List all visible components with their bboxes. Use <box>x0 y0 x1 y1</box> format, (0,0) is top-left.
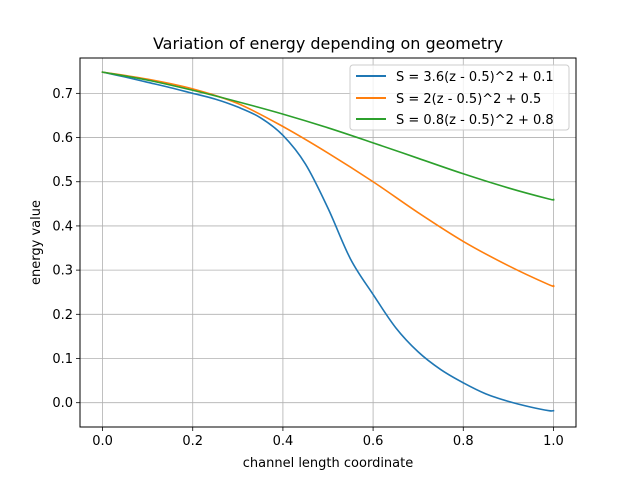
y-tick-label: 0.3 <box>52 264 73 279</box>
y-tick-label: 0.1 <box>52 352 73 367</box>
legend-label-series-1: S = 3.6(z - 0.5)^2 + 0.1 <box>396 70 554 85</box>
x-tick-label: 0.8 <box>453 434 474 449</box>
legend-box <box>349 64 570 131</box>
x-tick-label: 0.2 <box>182 434 203 449</box>
x-tick-label: 0.6 <box>363 434 384 449</box>
y-tick-label: 0.2 <box>52 308 73 323</box>
grid <box>80 58 576 427</box>
legend-label-series-2: S = 2(z - 0.5)^2 + 0.5 <box>396 92 541 107</box>
series-lines <box>101 71 555 412</box>
y-tick-label: 0.7 <box>52 87 73 102</box>
series-line-1 <box>101 71 555 412</box>
y-tick-label: 0.6 <box>52 131 73 146</box>
y-axis-label: energy value <box>29 200 44 285</box>
x-tick-label: 1.0 <box>543 434 564 449</box>
series-line-2 <box>101 71 555 288</box>
legend: S = 3.6(z - 0.5)^2 + 0.1 S = 2(z - 0.5)^… <box>349 64 570 131</box>
series-line-3 <box>101 71 555 201</box>
x-tick-label: 0.4 <box>273 434 294 449</box>
plot-frame <box>79 57 577 428</box>
x-axis-label: channel length coordinate <box>243 456 413 471</box>
chart-title: Variation of energy depending on geometr… <box>153 34 503 53</box>
axis-ticks: 0.0 0.2 0.4 0.6 0.8 1.0 0.0 0.1 0.2 0.3 0.4 0.5 0.6 0… <box>52 87 563 449</box>
y-tick-label: 0.5 <box>52 175 73 190</box>
x-tick-label: 0.0 <box>92 434 113 449</box>
legend-label-series-3: S = 0.8(z - 0.5)^2 + 0.8 <box>396 113 554 128</box>
y-tick-label: 0.4 <box>52 219 73 234</box>
y-tick-label: 0.0 <box>52 396 73 411</box>
